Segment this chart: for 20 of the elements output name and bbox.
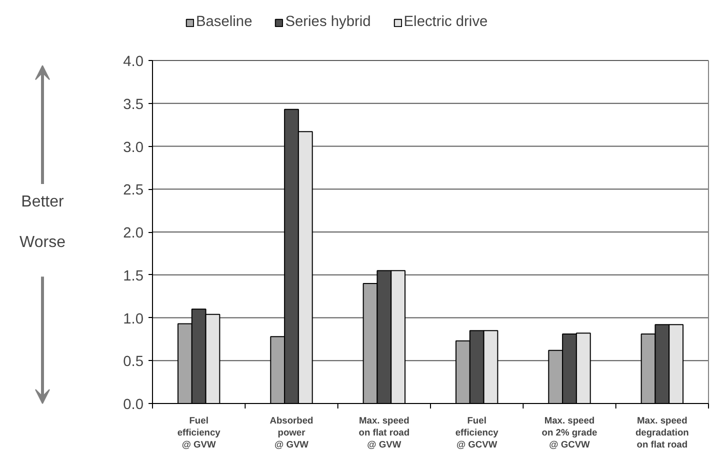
legend-label: Electric drive <box>404 14 488 30</box>
y-tick-label: 0.5 <box>123 354 144 370</box>
x-tick-label: Absorbed power @ GVW <box>270 416 314 450</box>
y-tick-label: 1.5 <box>123 268 144 284</box>
x-tick-label: Max. speed on 2% grade @ GCVW <box>542 416 598 450</box>
x-tick-label: Max. speed degradation on flat road <box>635 416 690 450</box>
x-tick-label: Fuel efficiency @ GVW <box>177 416 222 450</box>
y-tick-label: 3.5 <box>123 96 144 113</box>
y-tick-label: 3.0 <box>123 140 144 156</box>
legend-label: Baseline <box>196 14 252 30</box>
text: Better <box>21 193 65 210</box>
legend-label: Series hybrid <box>285 14 371 30</box>
y-tick-label: 4.0 <box>123 54 144 70</box>
text: Worse <box>20 234 66 251</box>
y-tick-label: 1.0 <box>123 311 144 328</box>
y-tick-label: 0.0 <box>123 397 144 413</box>
y-tick-label: 2.5 <box>123 182 144 199</box>
x-tick-label: Fuel efficiency @ GCVW <box>455 416 500 450</box>
x-tick-label: Max. speed on flat road @ GVW <box>358 416 410 450</box>
y-tick-label: 2.0 <box>123 226 144 242</box>
